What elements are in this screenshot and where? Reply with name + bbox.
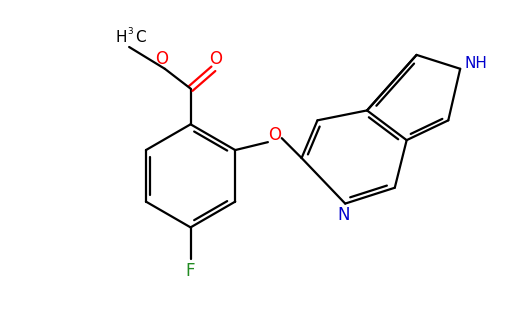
Text: O: O <box>268 126 281 144</box>
Text: N: N <box>337 206 350 224</box>
Text: O: O <box>209 50 222 68</box>
Text: NH: NH <box>464 56 487 71</box>
Text: H: H <box>116 30 127 45</box>
Text: $_3$: $_3$ <box>127 24 134 37</box>
Text: O: O <box>155 50 168 68</box>
Text: F: F <box>186 262 196 280</box>
Text: C: C <box>135 30 146 45</box>
